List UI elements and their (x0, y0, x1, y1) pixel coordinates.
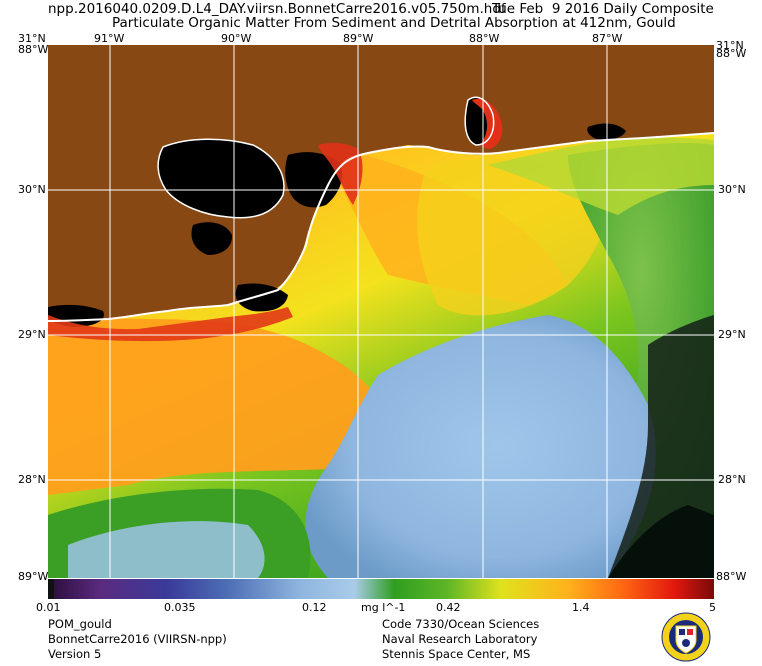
lon-label-91w: 91°W (94, 32, 125, 45)
green-nearshore-east (488, 137, 714, 215)
file-name: npp.2016040.0209.D.L4_DAY.viirsn.BonnetC… (48, 1, 506, 17)
product-title: Particulate Organic Matter From Sediment… (112, 15, 676, 31)
colorbar-tick-5: 5 (709, 601, 716, 614)
footer-right: Code 7330/Ocean Sciences Naval Research … (382, 617, 539, 662)
lon-label-90w: 90°W (221, 32, 252, 45)
colorbar-tick-4: 1.4 (572, 601, 590, 614)
plume-yellow (417, 158, 606, 316)
corner-tr-lon: 88°W (716, 47, 747, 60)
product-code: POM_gould (48, 617, 112, 631)
lake-borgne (285, 152, 343, 208)
colorbar-tick-1: 0.035 (164, 601, 196, 614)
corner-tl-lat: 31°N (18, 32, 46, 45)
org-name: Naval Research Laboratory (382, 632, 538, 646)
lon-label-87w: 87°W (592, 32, 623, 45)
plume-orange (48, 315, 388, 495)
lake-salvador (191, 222, 233, 255)
lon-label-88w: 88°W (469, 32, 500, 45)
corner-tl-lon: 88°W (18, 43, 49, 56)
coastal-red-mobile (472, 98, 503, 149)
colorbar-tick-2: 0.12 (302, 601, 327, 614)
lat-left-29n: 29°N (18, 328, 46, 341)
colorbar (48, 579, 714, 599)
footer-left: POM_gould BonnetCarre2016 (VIIRSN-npp) V… (48, 617, 227, 662)
satellite-map (48, 45, 714, 578)
blue-offshore (305, 315, 656, 578)
colorbar-unit: mg l^-1 (361, 601, 406, 614)
nrl-seal-logo (661, 612, 711, 662)
colorbar-gradient (48, 579, 714, 599)
lat-left-28n: 28°N (18, 473, 46, 486)
lake-pontchartrain (158, 139, 284, 218)
corner-br: 88°W (716, 570, 747, 583)
coastline (48, 132, 714, 322)
org-code: Code 7330/Ocean Sciences (382, 617, 540, 631)
colorbar-low-end (48, 579, 54, 599)
corner-bl: 89°W (18, 570, 49, 583)
corner-tr-lat: 31°N (716, 39, 744, 52)
lat-right-30n: 30°N (718, 183, 746, 196)
colorbar-tick-3: 0.42 (436, 601, 461, 614)
version-label: Version 5 (48, 647, 102, 661)
coastline-mobile (464, 96, 495, 146)
dataset-name: BonnetCarre2016 (VIIRSN-npp) (48, 632, 227, 646)
lat-right-29n: 29°N (718, 328, 746, 341)
composite-date: Tue Feb 9 2016 Daily Composite (492, 1, 714, 17)
coastal-red-band (48, 307, 293, 342)
dark-corner (608, 505, 714, 578)
graticule (48, 45, 714, 578)
lon-label-89w: 89°W (343, 32, 374, 45)
colorbar-tick-0: 0.01 (36, 601, 61, 614)
lat-left-30n: 30°N (18, 183, 46, 196)
blue-southwest (68, 521, 265, 578)
lat-right-28n: 28°N (718, 473, 746, 486)
org-location: Stennis Space Center, MS (382, 647, 531, 661)
